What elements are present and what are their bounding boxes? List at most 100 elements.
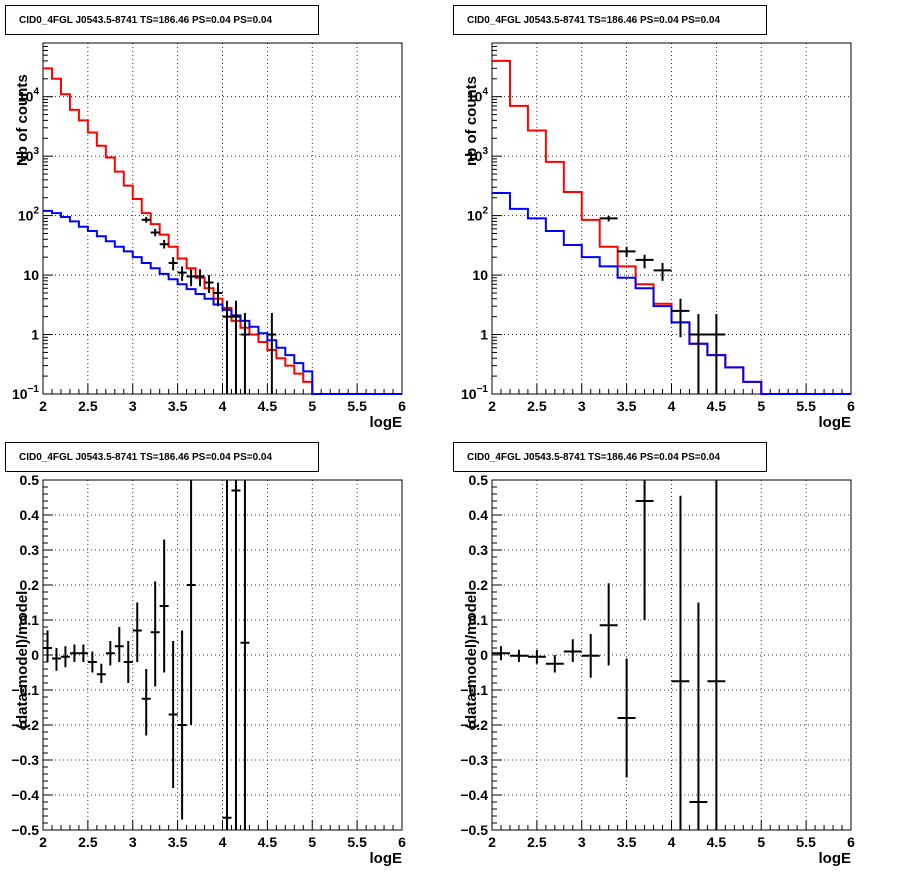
y-tick-label: 103 — [467, 146, 489, 164]
data-point — [635, 254, 654, 269]
data-point — [150, 581, 160, 687]
y-tick-label: 0.3 — [469, 542, 489, 558]
data-point — [653, 262, 672, 281]
y-axis-title: nb of counts — [463, 76, 480, 166]
data-point — [150, 228, 160, 237]
data-point — [123, 641, 133, 683]
data-point — [671, 495, 690, 830]
y-tick-label: −0.5 — [460, 822, 488, 838]
panel-2: 2 2.5 3 3.5 4 4.5 5 5.5 6 10−1 1 10 102 103 104 CID0_4F… — [453, 5, 855, 431]
data-point — [213, 282, 223, 307]
y-tick-label: −0.2 — [11, 717, 39, 733]
y-tick-label: 0.2 — [20, 577, 40, 593]
y-axis-title: Nb of counts — [14, 74, 31, 166]
panel-title: CID0_4FGL J0543.5-8741 TS=186.46 PS=0.04… — [19, 452, 272, 463]
y-tick-label: 0.2 — [469, 577, 489, 593]
title-box — [5, 442, 319, 472]
data-point — [159, 239, 169, 249]
y-tick-label: 0.1 — [20, 612, 40, 628]
y-tick-label: −0.5 — [11, 822, 39, 838]
data-point — [168, 257, 178, 271]
y-tick-label: 102 — [18, 206, 40, 224]
x-tick-label: 6 — [847, 834, 855, 850]
panel-4: 2 2.5 3 3.5 4 4.5 5 5.5 6 −0.5 −0.4 −0.3 −0.2 −0.1 0 0.… — [453, 442, 855, 867]
panel-3: 2 2.5 3 3.5 4 4.5 5 5.5 6 −0.5 −0.4 −0.3 −0.2 −0.1 0 0.… — [5, 442, 406, 867]
data-point — [168, 641, 178, 788]
title-box — [5, 5, 319, 35]
data-point — [51, 648, 61, 671]
x-tick-label: 3.5 — [617, 834, 637, 850]
data-point — [222, 300, 232, 394]
x-tick-label: 3 — [129, 398, 137, 414]
y-tick-label: 0.4 — [469, 507, 489, 523]
x-tick-label: 5.5 — [796, 834, 816, 850]
data-point — [509, 649, 528, 662]
data-point — [132, 602, 142, 662]
x-tick-label: 4.5 — [258, 834, 278, 850]
y-tick-label: −0.3 — [460, 752, 488, 768]
data-point — [671, 298, 690, 338]
y-tick-label: 1 — [480, 327, 488, 343]
x-tick-label: 4 — [219, 398, 227, 414]
panel-title: CID0_4FGL J0543.5-8741 TS=186.46 PS=0.04… — [467, 15, 720, 26]
y-tick-label: 0 — [31, 647, 39, 663]
data-point — [689, 602, 708, 830]
x-tick-label: 3 — [578, 834, 586, 850]
y-tick-label: −0.4 — [11, 787, 39, 803]
y-tick-label: −0.4 — [460, 787, 488, 803]
x-tick-label: 2 — [488, 834, 496, 850]
y-tick-label: −0.1 — [460, 682, 488, 698]
y-tick-label: 104 — [18, 87, 40, 105]
data-point — [689, 314, 708, 394]
panel-title: CID0_4FGL J0543.5-8741 TS=186.46 PS=0.04… — [19, 15, 272, 26]
data-point — [78, 644, 88, 662]
y-tick-label: 0 — [480, 647, 488, 663]
data-point — [195, 269, 205, 287]
x-tick-label: 6 — [398, 398, 406, 414]
x-tick-label: 2 — [39, 834, 47, 850]
x-tick-label: 2 — [488, 398, 496, 414]
data-point — [599, 215, 618, 222]
y-tick-label: 10−1 — [461, 384, 488, 402]
title-box — [453, 5, 767, 35]
x-tick-label: 6 — [398, 834, 406, 850]
data-point — [617, 658, 636, 778]
y-tick-label: 0.4 — [20, 507, 40, 523]
y-tick-label: 0.3 — [20, 542, 40, 558]
y-tick-label: 104 — [467, 87, 489, 105]
data-point — [231, 480, 241, 830]
x-tick-label: 5.5 — [796, 398, 816, 414]
x-tick-label: 4 — [668, 834, 676, 850]
y-tick-label: −0.2 — [460, 717, 488, 733]
data-point — [240, 480, 250, 830]
x-tick-label: 2.5 — [527, 834, 547, 850]
data-point — [599, 583, 618, 666]
x-tick-label: 4.5 — [258, 398, 278, 414]
x-tick-label: 2 — [39, 398, 47, 414]
data-point — [635, 480, 654, 620]
data-point — [141, 669, 151, 736]
data-point — [222, 480, 232, 830]
y-tick-label: 0.1 — [469, 612, 489, 628]
data-point — [105, 641, 115, 666]
title-box — [453, 442, 767, 472]
y-tick-label: 1 — [31, 327, 39, 343]
x-tick-label: 5.5 — [347, 834, 367, 850]
data-point — [204, 275, 214, 293]
data-point — [60, 646, 70, 668]
x-tick-label: 3 — [578, 398, 586, 414]
x-tick-label: 4 — [219, 834, 227, 850]
data-point — [581, 634, 600, 678]
x-tick-label: 4.5 — [707, 398, 727, 414]
x-tick-label: 5 — [308, 398, 316, 414]
data-point — [141, 216, 151, 223]
y-tick-label: 10 — [23, 267, 39, 283]
data-point — [159, 539, 169, 673]
source-model-histogram — [43, 209, 402, 395]
y-tick-label: 103 — [18, 146, 40, 164]
data-point — [492, 646, 510, 661]
data-point — [43, 630, 52, 662]
x-axis-title: logE — [819, 414, 852, 431]
total-model-histogram — [43, 67, 402, 395]
data-point — [707, 480, 726, 830]
